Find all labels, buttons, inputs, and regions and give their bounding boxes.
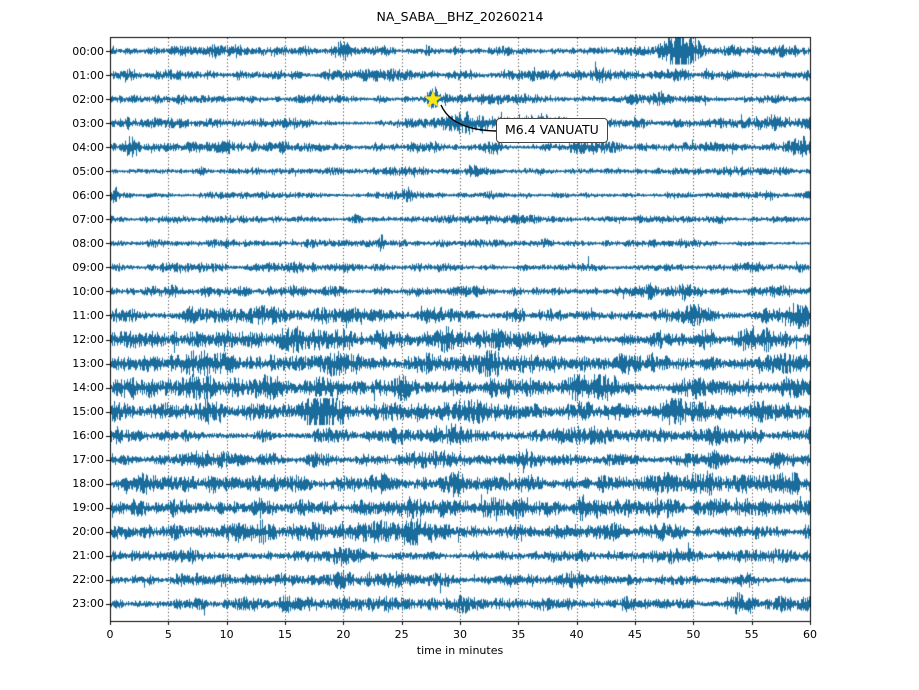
x-tick-label: 30 [453, 628, 467, 641]
y-tick-label: 09:00 [72, 260, 104, 274]
y-tick-label: 22:00 [72, 573, 104, 587]
y-tick-label: 05:00 [72, 164, 104, 178]
y-tick-label: 02:00 [72, 92, 104, 106]
y-tick-label: 16:00 [72, 429, 104, 443]
x-tick-label: 50 [686, 628, 701, 641]
y-tick-label: 03:00 [72, 116, 104, 130]
x-tick-label: 5 [164, 628, 172, 641]
y-tick-label: 11:00 [72, 308, 104, 322]
x-tick-label: 20 [336, 628, 351, 641]
y-tick-label: 07:00 [72, 212, 104, 226]
y-tick-label: 19:00 [72, 501, 104, 515]
y-tick-label: 17:00 [72, 453, 104, 467]
y-tick-label: 14:00 [72, 381, 104, 395]
y-axis-labels: 00:00 01:00 02:00 03:00 04:00 05:00 06:00 07:00… [0, 0, 104, 690]
x-tick-label: 0 [106, 628, 114, 641]
y-tick-label: 13:00 [72, 357, 104, 371]
x-tick-label: 10 [219, 628, 234, 641]
x-axis-title: time in minutes [416, 644, 504, 657]
y-tick-label: 21:00 [72, 549, 104, 563]
y-tick-label: 00:00 [72, 44, 104, 58]
y-tick-label: 08:00 [72, 236, 104, 250]
y-tick-label: 12:00 [72, 333, 104, 347]
x-tick-label: 55 [744, 628, 759, 641]
y-tick-label: 06:00 [72, 188, 104, 202]
y-tick-label: 15:00 [72, 405, 104, 419]
chart-title: NA_SABA__BHZ_20260214 [376, 9, 544, 24]
x-tick-label: 35 [511, 628, 526, 641]
y-tick-label: 10:00 [72, 284, 104, 298]
y-tick-label: 01:00 [72, 68, 104, 82]
x-tick-label: 25 [394, 628, 409, 641]
x-tick-label: 60 [803, 628, 817, 641]
y-tick-label: 20:00 [72, 525, 104, 539]
y-tick-label: 23:00 [72, 597, 104, 611]
x-tick-label: 15 [278, 628, 292, 641]
y-tick-label: 18:00 [72, 477, 104, 491]
x-tick-label: 40 [569, 628, 584, 641]
event-annotation-box: M6.4 VANUATU [496, 118, 608, 143]
x-tick-label: 45 [628, 628, 642, 641]
y-tick-label: 04:00 [72, 140, 104, 154]
